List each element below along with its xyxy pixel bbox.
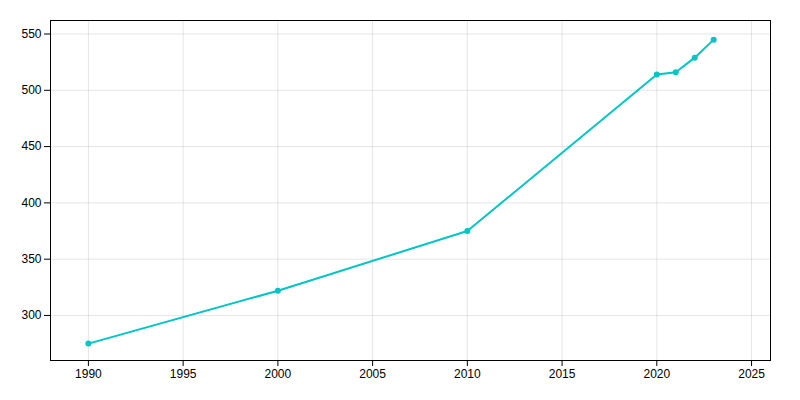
svg-text:1990: 1990: [75, 367, 102, 381]
svg-text:500: 500: [21, 83, 41, 97]
svg-text:350: 350: [21, 252, 41, 266]
svg-text:300: 300: [21, 308, 41, 322]
svg-text:2015: 2015: [549, 367, 576, 381]
svg-text:2000: 2000: [265, 367, 292, 381]
svg-text:2025: 2025: [738, 367, 765, 381]
svg-text:2010: 2010: [454, 367, 481, 381]
svg-text:550: 550: [21, 27, 41, 41]
svg-text:2020: 2020: [643, 367, 670, 381]
svg-text:450: 450: [21, 139, 41, 153]
svg-text:400: 400: [21, 196, 41, 210]
svg-text:2005: 2005: [359, 367, 386, 381]
svg-text:1995: 1995: [170, 367, 197, 381]
